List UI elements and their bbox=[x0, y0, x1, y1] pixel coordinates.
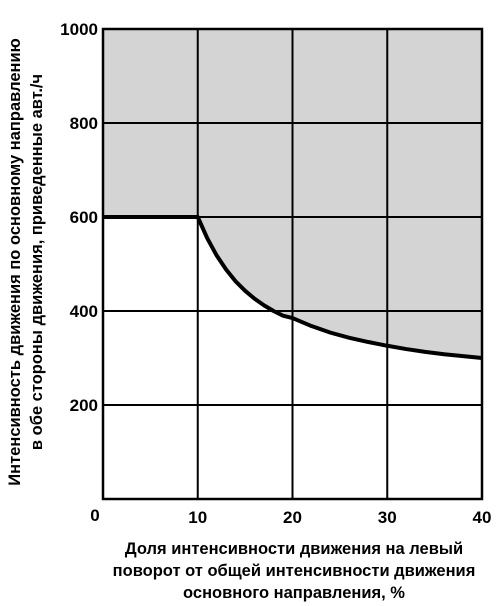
x-tick-label: 0 bbox=[90, 506, 99, 525]
y-axis-label-line: в обе стороны движения, приведенные авт.… bbox=[28, 74, 46, 450]
series-line bbox=[103, 215, 483, 360]
x-axis-label-line: поворот от общей интенсивности движения bbox=[113, 562, 476, 580]
x-axis-label: Доля интенсивности движения на левый пово… bbox=[113, 540, 476, 602]
x-tick-label: 30 bbox=[378, 508, 397, 527]
plot-area bbox=[101, 27, 484, 501]
x-axis-label-line: основного направления, % bbox=[183, 584, 405, 602]
x-tick-label: 10 bbox=[188, 508, 207, 527]
x-tick-label: 20 bbox=[283, 508, 302, 527]
y-tick-label: 600 bbox=[70, 208, 98, 227]
y-tick-label: 200 bbox=[70, 396, 98, 415]
y-tick-label: 1000 bbox=[60, 20, 98, 39]
y-tick-label: 400 bbox=[70, 302, 98, 321]
plot-frame bbox=[101, 27, 484, 501]
x-tick-label: 40 bbox=[473, 508, 492, 527]
y-axis-label: Интенсивность движения по основному напр… bbox=[6, 38, 46, 485]
y-axis-label-line: Интенсивность движения по основному напр… bbox=[6, 38, 24, 485]
tick-labels: 0 10 20 30 40 200 400 600 800 1000 bbox=[60, 20, 491, 527]
y-tick-label: 800 bbox=[70, 114, 98, 133]
x-axis-label-line: Доля интенсивности движения на левый bbox=[125, 540, 463, 558]
